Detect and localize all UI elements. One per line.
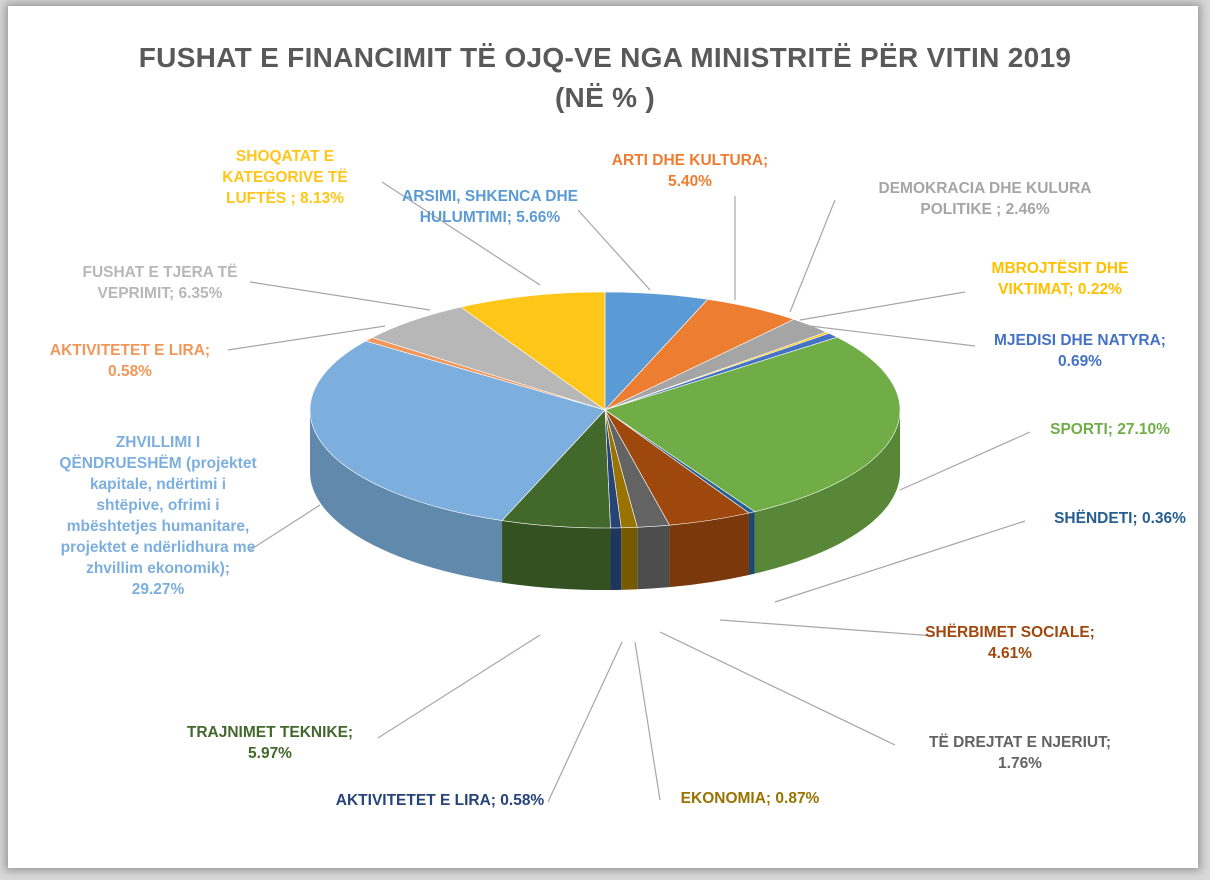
pie-side [669, 512, 749, 588]
label-category: MJEDISI DHE NATYRA; [994, 332, 1166, 349]
label-value: 5.40% [668, 173, 712, 190]
leader-line [377, 634, 541, 739]
label-value: 0.69% [1058, 353, 1102, 370]
label-value: 27.10% [1117, 421, 1170, 438]
leader-line [719, 619, 936, 637]
label-value: 2.46% [1005, 201, 1050, 218]
pie-slice [604, 336, 901, 512]
leader-line [799, 291, 966, 321]
data-label: FUSHAT E TJERA TË VEPRIMIT; 6.35% [60, 262, 260, 304]
label-value: 1.76% [998, 755, 1042, 772]
leader-line [659, 631, 896, 746]
data-label: TË DREJTAT E NJERIUT; 1.76% [905, 732, 1135, 774]
data-label: DEMOKRACIA DHE KULURA POLITIKE ; 2.46% [865, 178, 1105, 220]
chart-subtitle: (NË % ) [554, 82, 656, 113]
data-label: MBROJTËSIT DHE VIKTIMAT; 0.22% [960, 258, 1160, 300]
data-label: AKTIVITETET E LIRA; 0.58% [30, 340, 230, 382]
label-category: MBROJTËSIT DHE VIKTIMAT; [991, 260, 1129, 298]
pie-slice [371, 306, 606, 411]
label-value: 5.66% [516, 209, 561, 226]
leader-line [227, 325, 386, 351]
label-value: 8.13% [300, 190, 344, 207]
pie-side [621, 527, 638, 590]
data-label: MJEDISI DHE NATYRA; 0.69% [970, 330, 1190, 372]
label-category: FUSHAT E TJERA TË VEPRIMIT; [82, 264, 238, 302]
data-label: ZHVILLIMI I QËNDRUESHËM (projektet kapit… [58, 432, 258, 600]
label-category: TË DREJTAT E NJERIUT; [929, 734, 1111, 751]
label-value: 0.87% [775, 790, 820, 807]
label-value: 0.36% [1141, 510, 1186, 527]
label-category: DEMOKRACIA DHE KULURA POLITIKE ; [878, 180, 1092, 218]
label-value: 6.35% [178, 285, 223, 302]
label-value: 0.22% [1077, 281, 1122, 298]
data-label: AKTIVITETET E LIRA; 0.58% [335, 790, 545, 811]
label-value: 0.58% [500, 792, 545, 809]
pie-side [637, 525, 670, 590]
leader-line [547, 641, 623, 803]
leader-line [634, 641, 661, 801]
data-label: SPORTI; 27.10% [1025, 419, 1195, 440]
label-category: SHOQATAT E KATEGORIVE TË LUFTËS ; [222, 148, 348, 207]
label-category: EKONOMIA; [680, 790, 772, 807]
leader-line [899, 431, 1031, 491]
chart-title: FUSHAT E FINANCIMIT TË OJQ-VE NGA MINIST… [138, 42, 1072, 73]
pie-side [310, 410, 503, 583]
label-category: SHËRBIMET SOCIALE; [925, 624, 1095, 641]
label-category: ARSIMI, SHKENCA DHE HULUMTIMI; [402, 188, 578, 226]
label-category: AKTIVITETET E LIRA; [49, 342, 211, 359]
label-value: 5.97% [248, 745, 292, 762]
data-label: SHËNDETI; 0.36% [1020, 508, 1210, 529]
label-value: 4.61% [988, 645, 1032, 662]
label-category: AKTIVITETET E LIRA; [335, 792, 496, 809]
pie-side [754, 410, 900, 574]
label-category: ARTI DHE KULTURA; [611, 152, 769, 169]
leader-line [577, 209, 651, 291]
leader-line [249, 281, 431, 311]
label-category: TRAJNIMET TEKNIKE; [186, 724, 354, 741]
data-label: SHËRBIMET SOCIALE; 4.61% [910, 622, 1110, 664]
label-category: SHËNDETI; [1054, 510, 1138, 527]
pie-side [610, 527, 622, 590]
label-value: 29.27% [131, 581, 185, 598]
data-label: TRAJNIMET TEKNIKE; 5.97% [170, 722, 370, 764]
data-label: EKONOMIA; 0.87% [650, 788, 850, 809]
leader-line [789, 199, 836, 313]
leader-line [381, 181, 541, 286]
pie-slice [309, 340, 606, 521]
data-label: ARSIMI, SHKENCA DHE HULUMTIMI; 5.66% [385, 186, 595, 228]
leader-line [774, 520, 1026, 603]
pie-side [748, 511, 755, 575]
data-label: ARTI DHE KULTURA; 5.40% [600, 150, 780, 192]
data-label: SHOQATAT E KATEGORIVE TË LUFTËS ; 8.13% [190, 146, 380, 209]
label-category: SPORTI; [1050, 421, 1113, 438]
pie-side [502, 520, 611, 590]
leader-line [809, 325, 976, 347]
label-value: 0.58% [108, 363, 152, 380]
label-category: ZHVILLIMI I QËNDRUESHËM (projektet kapit… [59, 434, 257, 577]
pie-slice [460, 291, 606, 411]
leader-line [249, 504, 321, 551]
